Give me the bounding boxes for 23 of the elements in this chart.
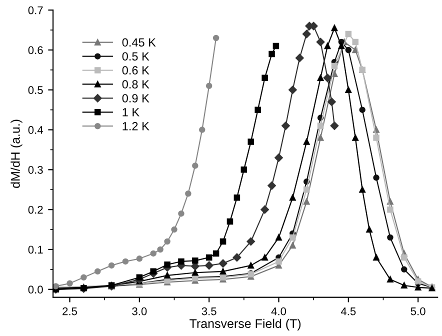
x-tick-label: 4.5 [340, 307, 356, 316]
x-tick-label: 5.0 [410, 307, 426, 316]
legend-label: 1 K [122, 108, 140, 116]
x-tick-label: 3.0 [132, 307, 147, 316]
x-tick-label: 3.5 [202, 307, 216, 316]
legend-label: 1.2 K [122, 122, 150, 130]
legend-label: 0.5 K [122, 52, 150, 61]
legend-label: 0.8 K [122, 80, 150, 88]
x-tick-label: 2.5 [62, 307, 78, 316]
y-tick-label: 0.5 [28, 86, 43, 94]
y-tick-label: 0.7 [28, 6, 43, 14]
y-tick-label: 0.3 [28, 166, 43, 174]
x-axis-title: Transverse Field (T) [190, 318, 301, 330]
x-tick-label: 4.0 [271, 307, 286, 316]
y-tick-label: 0.2 [28, 206, 43, 214]
y-tick-label: 0.0 [28, 286, 43, 294]
y-tick-label: 0.4 [28, 126, 43, 134]
legend-label: 0.45 K [122, 38, 156, 47]
legend-label: 0.6 K [122, 66, 150, 75]
y-tick-label: 0.6 [28, 46, 43, 54]
y-tick-label: 0.1 [28, 246, 43, 254]
legend-label: 0.9 K [122, 94, 150, 102]
y-axis-title: dM/dH (a.u.) [10, 120, 22, 188]
